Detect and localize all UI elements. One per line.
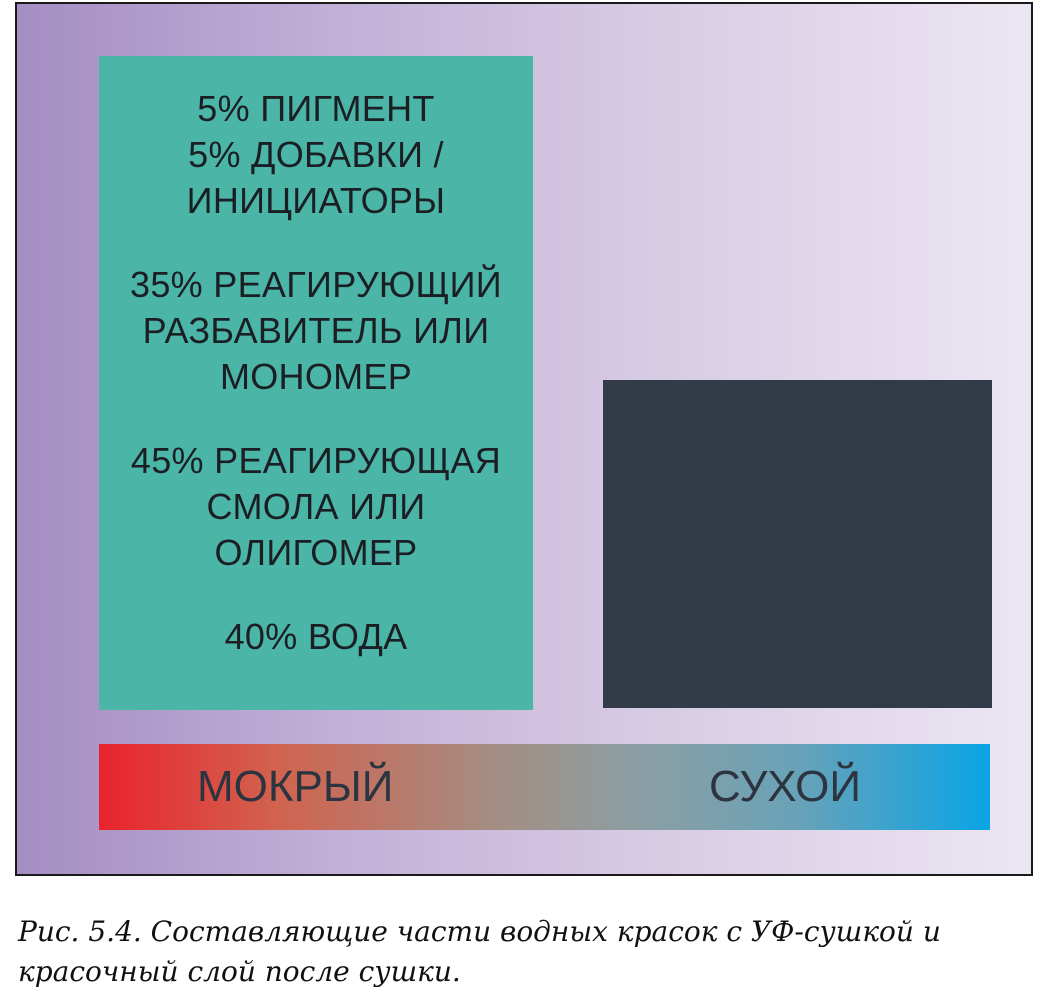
composition-resin-line-1: 45% РЕАГИРУЮЩАЯ xyxy=(130,440,502,481)
composition-pigment-line: 5% ПИГМЕНТ xyxy=(197,88,435,129)
composition-water-line: 40% ВОДА xyxy=(224,616,408,657)
composition-resin-line-2: СМОЛА ИЛИ xyxy=(206,486,426,527)
dry-state-label: СУХОЙ xyxy=(709,762,862,811)
composition-resin-line-3: ОЛИГОМЕР xyxy=(214,532,418,573)
figure-caption-line-1: Рис. 5.4. Составляющие части водных крас… xyxy=(18,915,941,948)
figure-frame: 5% ПИГМЕНТ 5% ДОБАВКИ / ИНИЦИАТОРЫ 35% Р… xyxy=(15,2,1033,876)
composition-diluent-line-3: МОНОМЕР xyxy=(219,356,413,397)
composition-diluent-line-1: 35% РЕАГИРУЮЩИЙ xyxy=(130,264,502,305)
dry-ink-layer-block xyxy=(603,380,992,708)
composition-additives-line: 5% ДОБАВКИ / xyxy=(188,134,444,175)
figure-caption: Рис. 5.4. Составляющие части водных крас… xyxy=(18,912,1048,992)
composition-initiators-line: ИНИЦИАТОРЫ xyxy=(186,180,446,221)
figure-caption-line-2: красочный слой после сушки. xyxy=(18,955,461,988)
composition-diluent-line-2: РАЗБАВИТЕЛЬ ИЛИ xyxy=(142,310,490,351)
wet-to-dry-gradient-bar: МОКРЫЙ СУХОЙ xyxy=(99,744,990,830)
wet-ink-composition-panel: 5% ПИГМЕНТ 5% ДОБАВКИ / ИНИЦИАТОРЫ 35% Р… xyxy=(99,56,533,710)
wet-state-label: МОКРЫЙ xyxy=(197,762,394,811)
